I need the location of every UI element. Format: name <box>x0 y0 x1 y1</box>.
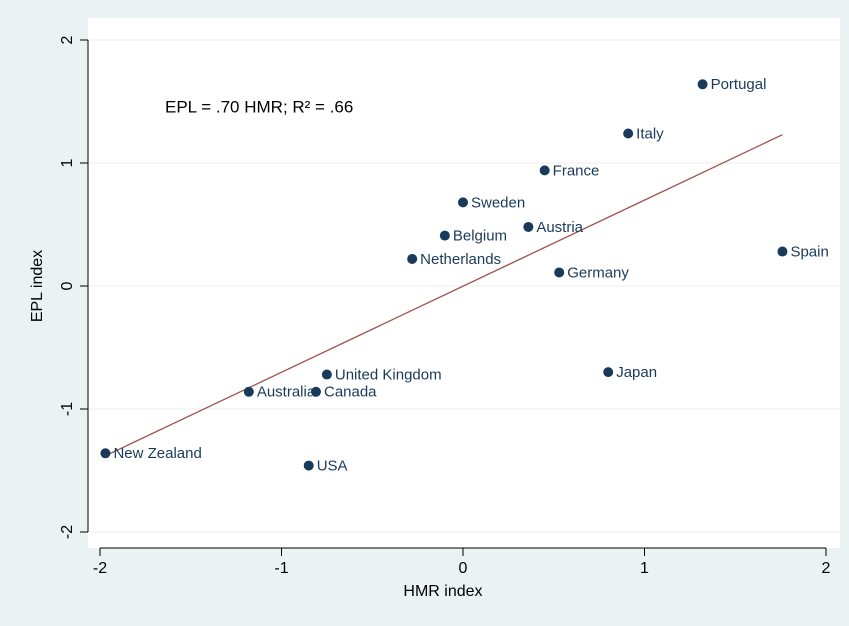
y-axis-label: EPL index <box>29 250 46 322</box>
y-tick-label: 1 <box>59 158 76 167</box>
y-tick-label: -2 <box>59 525 76 539</box>
point <box>603 367 614 378</box>
point-label: Belgium <box>453 228 507 245</box>
point-label: United Kingdom <box>335 367 442 384</box>
x-axis-label: HMR index <box>403 583 482 600</box>
point-label: Italy <box>636 125 664 142</box>
point-label: Sweden <box>471 194 525 211</box>
x-tick-label: 0 <box>459 560 468 577</box>
plot-area <box>88 18 840 548</box>
y-tick-label: 0 <box>59 281 76 290</box>
x-tick-label: -1 <box>274 560 288 577</box>
point-label: Germany <box>567 264 629 281</box>
y-tick-label: 2 <box>59 35 76 44</box>
point-label: Portugal <box>711 76 767 93</box>
x-tick-label: 1 <box>640 560 649 577</box>
point-label: USA <box>317 458 348 475</box>
point-label: Netherlands <box>420 251 501 268</box>
point <box>458 197 468 208</box>
point <box>697 79 708 90</box>
point <box>100 448 111 459</box>
point <box>310 386 321 397</box>
fit-line <box>105 134 783 457</box>
annotation: EPL = .70 HMR; R² = .66 <box>165 97 353 116</box>
point <box>321 369 332 380</box>
point <box>554 267 565 278</box>
x-tick-label: 2 <box>822 560 831 577</box>
point-label: France <box>553 162 600 179</box>
point-label: Japan <box>616 364 657 381</box>
point <box>523 221 534 232</box>
point <box>243 386 254 397</box>
x-tick-label: -2 <box>93 560 107 577</box>
point-label: New Zealand <box>113 445 201 462</box>
point-label: Australia <box>257 384 316 401</box>
point-label: Austria <box>536 219 583 236</box>
point <box>303 460 314 471</box>
point <box>623 128 634 139</box>
point-label: Canada <box>324 384 377 401</box>
point <box>439 230 450 241</box>
point-label: Spain <box>790 244 828 261</box>
y-tick-label: -1 <box>59 402 76 416</box>
point <box>539 165 550 176</box>
point <box>407 253 418 264</box>
point <box>777 246 788 257</box>
